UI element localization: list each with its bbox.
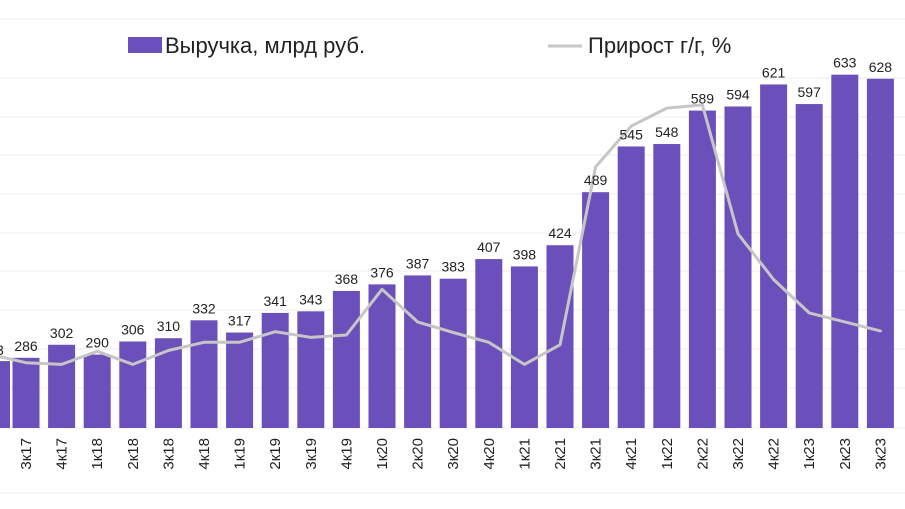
x-tick-label: 1к21 (516, 438, 533, 470)
x-tick-label: 3к23 (872, 438, 889, 470)
bar (119, 341, 147, 428)
x-tick-label: 2к18 (125, 438, 142, 470)
x-tick-label: 4к20 (481, 438, 498, 470)
data-label: 383 (442, 259, 466, 275)
legend-swatch-bar (128, 37, 162, 53)
data-label: 548 (655, 124, 679, 140)
x-tick-label: 4к22 (766, 438, 783, 470)
legend: Выручка, млрд руб. Прирост г/г, % (128, 33, 731, 58)
data-label: 310 (157, 318, 181, 334)
line-series (0, 103, 882, 366)
bar (404, 275, 432, 428)
bar (83, 354, 111, 428)
data-label: 302 (50, 325, 74, 341)
x-tick-label: 2к19 (267, 438, 284, 470)
bar-partial (0, 361, 10, 428)
x-axis-labels: 3к17 4к17 1к18 2к18 3к18 4к18 1к19 2к19 3к19 4к19… (18, 438, 889, 470)
legend-label-bar: Выручка, млрд руб. (165, 33, 365, 58)
data-labels: 286 302 290 306 310 332 317 341 343 368 376 387 383 4… (14, 55, 892, 354)
data-label: 424 (548, 225, 572, 241)
data-label: 306 (121, 322, 145, 338)
data-label: 489 (584, 172, 608, 188)
data-label: 343 (299, 291, 323, 307)
x-tick-label: 2к20 (410, 438, 427, 470)
data-label: 332 (192, 300, 216, 316)
bar (439, 278, 467, 428)
data-label: 633 (833, 55, 857, 71)
x-tick-label: 1к18 (89, 438, 106, 470)
data-label: 387 (406, 255, 430, 271)
bar (760, 84, 788, 429)
x-tick-label: 4к17 (54, 438, 71, 470)
data-label: 290 (86, 335, 110, 351)
data-label-partial: 3 (0, 342, 4, 358)
data-label: 589 (691, 91, 715, 107)
data-label: 317 (228, 313, 252, 329)
data-label: 594 (726, 86, 750, 102)
data-label: 376 (370, 264, 394, 280)
bar (368, 284, 396, 428)
x-tick-label: 3к18 (160, 438, 177, 470)
bar-series (0, 74, 894, 429)
data-label: 286 (14, 338, 38, 354)
x-tick-label: 4к18 (196, 438, 213, 470)
x-tick-label: 4к19 (338, 438, 355, 470)
x-tick-label: 3к19 (303, 438, 320, 470)
x-tick-label: 3к17 (18, 438, 35, 470)
x-tick-label: 2к22 (694, 438, 711, 470)
bar (226, 332, 254, 428)
x-tick-label: 1к22 (659, 438, 676, 470)
data-label: 621 (762, 64, 786, 80)
bar (795, 104, 823, 428)
bar (724, 106, 752, 428)
x-tick-label: 3к21 (588, 438, 605, 470)
bar (831, 74, 859, 428)
x-tick-label: 1к19 (232, 438, 249, 470)
bar (546, 245, 574, 428)
bar (297, 311, 325, 428)
data-label: 597 (798, 84, 822, 100)
bar (653, 144, 681, 429)
data-label: 407 (477, 239, 501, 255)
bar (12, 357, 40, 428)
data-label: 341 (264, 293, 288, 309)
x-tick-label: 1к23 (801, 438, 818, 470)
growth-line (0, 103, 882, 366)
x-tick-label: 3к22 (730, 438, 747, 470)
data-label: 545 (620, 126, 644, 142)
x-tick-label: 2к23 (837, 438, 854, 470)
x-tick-label: 3к20 (445, 438, 462, 470)
bar (48, 344, 76, 428)
bar (866, 78, 894, 428)
bar (332, 290, 360, 428)
x-tick-label: 4к21 (623, 438, 640, 470)
bar (582, 192, 610, 428)
bar (617, 146, 645, 429)
data-label: 628 (869, 59, 893, 75)
bar (190, 320, 218, 428)
legend-label-line: Прирост г/г, % (588, 33, 731, 58)
x-tick-label: 2к21 (552, 438, 569, 470)
data-label: 368 (335, 271, 359, 287)
data-label: 398 (513, 246, 537, 262)
bar (510, 266, 538, 428)
x-tick-label: 1к20 (374, 438, 391, 470)
bar (688, 110, 716, 429)
